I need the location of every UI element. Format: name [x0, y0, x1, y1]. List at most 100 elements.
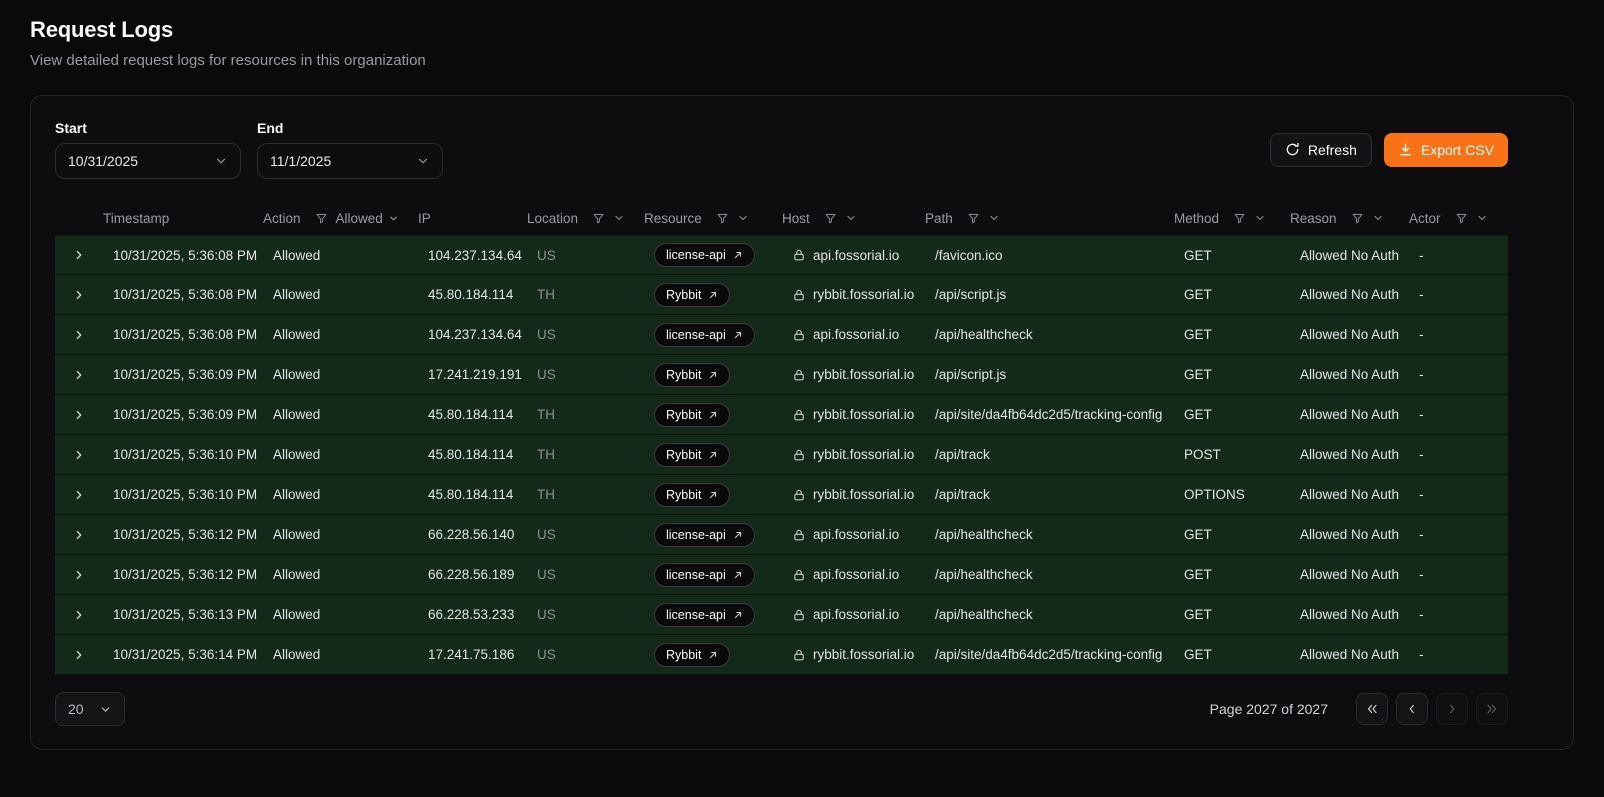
resource-badge[interactable]: Rybbit	[654, 442, 731, 467]
cell-location: TH	[537, 487, 555, 502]
action-filter-dropdown[interactable]: Allowed	[336, 211, 399, 226]
table-row[interactable]: 10/31/2025, 5:36:08 PM Allowed 104.237.1…	[55, 315, 1508, 355]
location-dropdown-icon[interactable]	[613, 212, 625, 224]
expand-row-button[interactable]	[68, 364, 90, 386]
reason-dropdown-icon[interactable]	[1372, 212, 1384, 224]
cell-host: api.fossorial.io	[782, 567, 925, 582]
method-filter-icon[interactable]	[1233, 212, 1246, 225]
resource-badge[interactable]: Rybbit	[654, 402, 731, 427]
host-filter-icon[interactable]	[824, 212, 837, 225]
cell-resource: Rybbit	[644, 482, 782, 507]
pager-buttons	[1356, 693, 1508, 725]
expand-row-button[interactable]	[68, 604, 90, 626]
cell-actor: -	[1419, 327, 1424, 342]
path-filter-icon[interactable]	[967, 212, 980, 225]
resource-badge-label: license-api	[666, 607, 726, 622]
resource-badge[interactable]: Rybbit	[654, 282, 731, 307]
location-filter-icon[interactable]	[592, 212, 605, 225]
start-date-label: Start	[55, 120, 87, 136]
page-size-select[interactable]: 20	[55, 692, 125, 726]
cell-timestamp: 10/31/2025, 5:36:08 PM	[113, 247, 258, 263]
cell-method: GET	[1184, 247, 1212, 263]
resource-badge[interactable]: license-api	[654, 243, 755, 267]
expand-row-button[interactable]	[68, 524, 90, 546]
table-row[interactable]: 10/31/2025, 5:36:08 PM Allowed 45.80.184…	[55, 275, 1508, 315]
table-row[interactable]: 10/31/2025, 5:36:14 PM Allowed 17.241.75…	[55, 635, 1508, 675]
resource-badge-label: license-api	[666, 327, 726, 342]
cell-resource: license-api	[644, 243, 782, 267]
first-page-button[interactable]	[1356, 693, 1388, 725]
expand-row-button[interactable]	[68, 564, 90, 586]
external-link-icon	[708, 290, 718, 300]
reason-filter-icon[interactable]	[1351, 212, 1364, 225]
prev-page-button[interactable]	[1396, 693, 1428, 725]
lock-icon	[792, 328, 806, 342]
expand-row-button[interactable]	[68, 644, 90, 666]
refresh-button[interactable]: Refresh	[1269, 132, 1372, 167]
header-timestamp: Timestamp	[103, 211, 263, 226]
table-row[interactable]: 10/31/2025, 5:36:09 PM Allowed 17.241.21…	[55, 355, 1508, 395]
table-row[interactable]: 10/31/2025, 5:36:10 PM Allowed 45.80.184…	[55, 435, 1508, 475]
cell-actor: -	[1419, 647, 1424, 662]
resource-badge[interactable]: Rybbit	[654, 642, 731, 667]
end-date-field: End 11/1/2025	[257, 120, 443, 179]
cell-location: US	[537, 327, 556, 342]
resource-badge[interactable]: license-api	[654, 602, 755, 627]
expand-row-button[interactable]	[68, 324, 90, 346]
resource-badge[interactable]: license-api	[654, 522, 755, 547]
cell-path: /api/healthcheck	[935, 567, 1033, 582]
cell-reason: Allowed No Auth	[1300, 407, 1400, 422]
lock-icon	[792, 408, 806, 422]
action-filter-icon[interactable]	[315, 212, 328, 225]
expand-row-button[interactable]	[68, 404, 90, 426]
table-row[interactable]: 10/31/2025, 5:36:08 PM Allowed 104.237.1…	[55, 235, 1508, 275]
refresh-button-label: Refresh	[1307, 141, 1357, 158]
cell-actor: -	[1419, 407, 1424, 422]
lock-icon	[792, 448, 806, 462]
table-row[interactable]: 10/31/2025, 5:36:12 PM Allowed 66.228.56…	[55, 515, 1508, 555]
actor-filter-icon[interactable]	[1455, 212, 1468, 225]
chevron-right-icon	[1445, 702, 1459, 716]
host-text: api.fossorial.io	[813, 247, 900, 263]
page-info: Page 2027 of 2027	[1209, 701, 1328, 717]
cell-location: US	[537, 367, 556, 382]
table-row[interactable]: 10/31/2025, 5:36:13 PM Allowed 66.228.53…	[55, 595, 1508, 635]
resource-badge-label: license-api	[666, 248, 726, 262]
resource-badge[interactable]: license-api	[654, 562, 755, 587]
export-csv-button[interactable]: Export CSV	[1383, 132, 1508, 167]
resource-badge[interactable]: Rybbit	[654, 482, 731, 507]
chevron-left-icon	[1405, 702, 1419, 716]
page-title: Request Logs	[30, 17, 174, 42]
header-location: Location	[527, 211, 644, 226]
actor-dropdown-icon[interactable]	[1476, 212, 1488, 224]
method-dropdown-icon[interactable]	[1254, 212, 1266, 224]
cell-action: Allowed	[273, 447, 321, 462]
table-row[interactable]: 10/31/2025, 5:36:12 PM Allowed 66.228.56…	[55, 555, 1508, 595]
refresh-icon	[1285, 142, 1300, 157]
host-dropdown-icon[interactable]	[845, 212, 857, 224]
resource-filter-icon[interactable]	[716, 212, 729, 225]
start-date-select[interactable]: 10/31/2025	[55, 143, 241, 179]
external-link-icon	[708, 410, 718, 420]
cell-host: api.fossorial.io	[782, 607, 925, 622]
resource-badge[interactable]: Rybbit	[654, 362, 731, 387]
cell-resource: license-api	[644, 522, 782, 547]
cell-path: /api/track	[935, 487, 990, 502]
host-text: rybbit.fossorial.io	[813, 487, 915, 502]
end-date-select[interactable]: 11/1/2025	[257, 143, 443, 179]
expand-row-button[interactable]	[68, 284, 90, 306]
path-dropdown-icon[interactable]	[988, 212, 1000, 224]
table-row[interactable]: 10/31/2025, 5:36:10 PM Allowed 45.80.184…	[55, 475, 1508, 515]
cell-action: Allowed	[273, 607, 321, 622]
table-row[interactable]: 10/31/2025, 5:36:09 PM Allowed 45.80.184…	[55, 395, 1508, 435]
cell-path: /api/healthcheck	[935, 527, 1033, 542]
resource-badge[interactable]: license-api	[654, 322, 755, 347]
expand-row-button[interactable]	[68, 244, 90, 266]
header-path: Path	[925, 211, 1174, 226]
cell-timestamp: 10/31/2025, 5:36:12 PM	[113, 567, 258, 582]
row-expander-cell	[55, 644, 103, 666]
expand-row-button[interactable]	[68, 484, 90, 506]
expand-row-button[interactable]	[68, 444, 90, 466]
cell-location: TH	[537, 447, 555, 462]
resource-dropdown-icon[interactable]	[737, 212, 749, 224]
